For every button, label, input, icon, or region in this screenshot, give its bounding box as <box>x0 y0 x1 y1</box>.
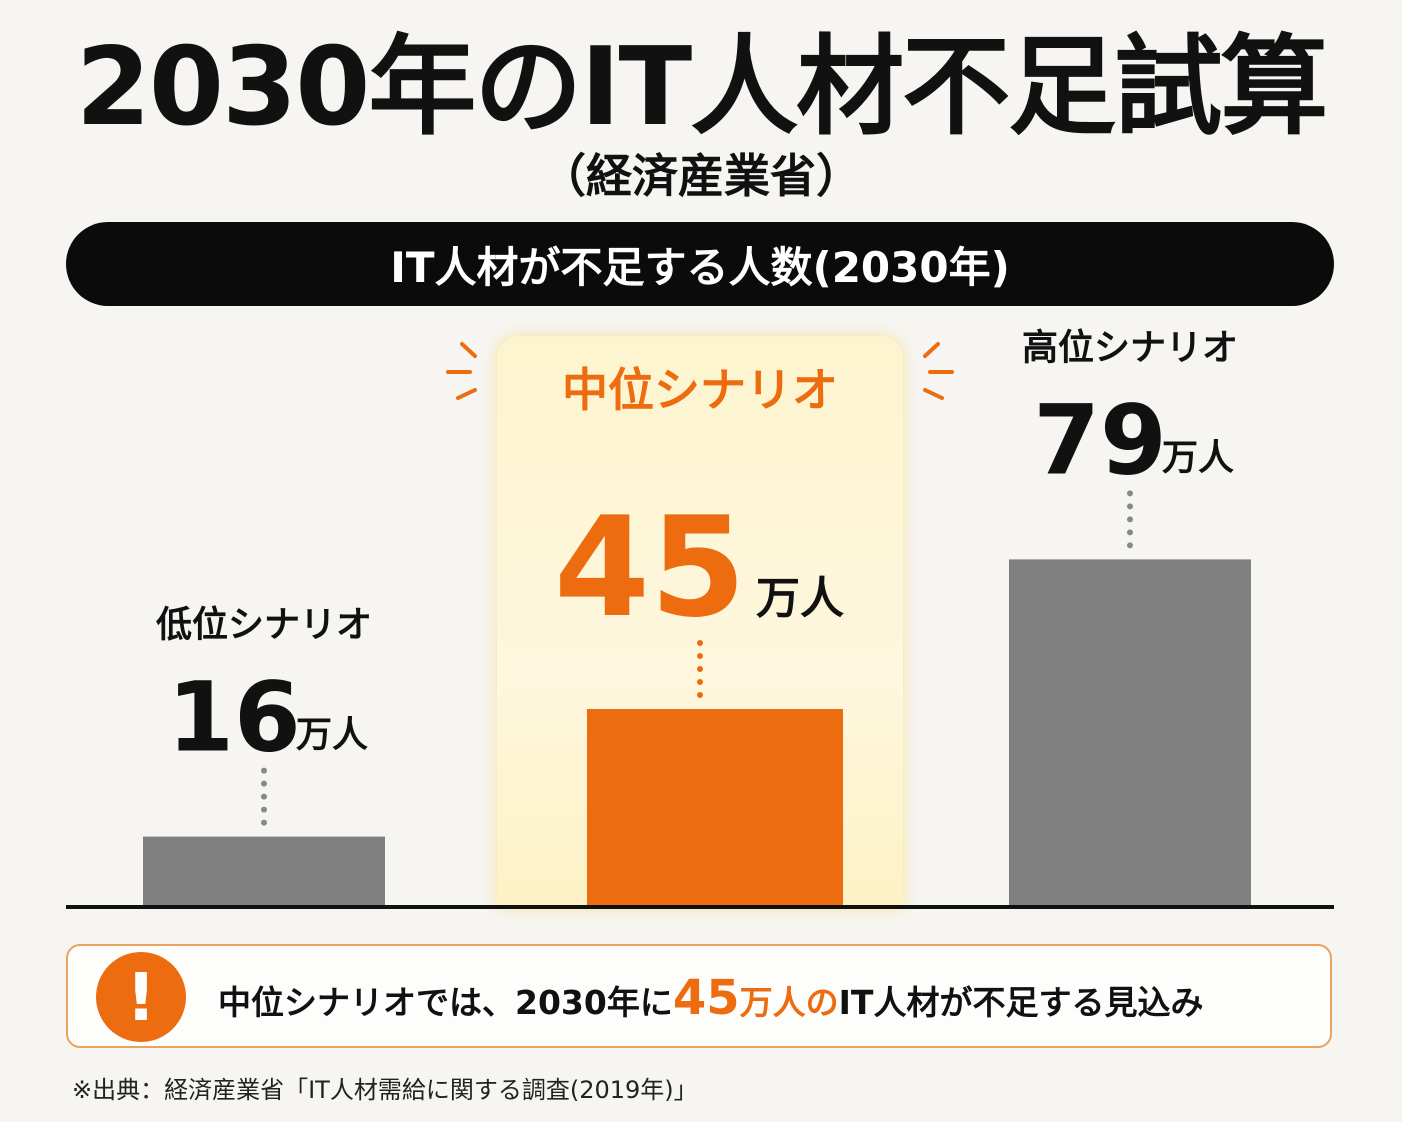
category-label-1: 中位シナリオ <box>562 363 838 417</box>
bar-1 <box>587 709 843 907</box>
unit-label-2: 万人 <box>1162 437 1234 478</box>
note-hl-particle: の <box>805 983 839 1022</box>
note-part2: IT人材が不足する見込み <box>838 983 1204 1022</box>
category-label-0: 低位シナリオ <box>156 605 372 646</box>
note-hl-unit: 万人 <box>739 983 806 1022</box>
highlight-ray-5 <box>923 388 944 400</box>
note-box: ! 中位シナリオでは、2030年に 45 万人 の IT人材が不足する見込み <box>66 944 1332 1048</box>
highlight-ray-2 <box>456 388 477 400</box>
note-hl-number: 45 <box>672 970 740 1026</box>
page-subtitle: （経済産業省） <box>540 149 862 203</box>
unit-label-0: 万人 <box>296 715 368 756</box>
bar-0 <box>143 836 385 907</box>
source-note: ※出典：経済産業省「IT人材需給に関する調査(2019年)」 <box>72 1076 698 1104</box>
note-text: 中位シナリオでは、2030年に 45 万人 の IT人材が不足する見込み <box>218 946 1203 1046</box>
value-label-2: 79 <box>1033 384 1167 496</box>
highlight-ray-3 <box>923 342 940 358</box>
value-label-0: 16 <box>167 662 301 774</box>
chart-header-text: IT人材が不足する人数(2030年) <box>390 242 1010 292</box>
unit-label-1: 万人 <box>756 573 844 624</box>
page-title: 2030年のIT人材不足試算 <box>75 25 1328 150</box>
highlight-ray-0 <box>460 342 477 358</box>
note-part1: 中位シナリオでは、2030年に <box>218 983 673 1022</box>
value-label-1: 45 <box>554 487 746 648</box>
chart-header-bar: IT人材が不足する人数(2030年) <box>66 222 1334 306</box>
bar-2 <box>1009 559 1251 907</box>
category-label-2: 高位シナリオ <box>1022 327 1238 368</box>
exclamation-icon: ! <box>96 952 186 1042</box>
